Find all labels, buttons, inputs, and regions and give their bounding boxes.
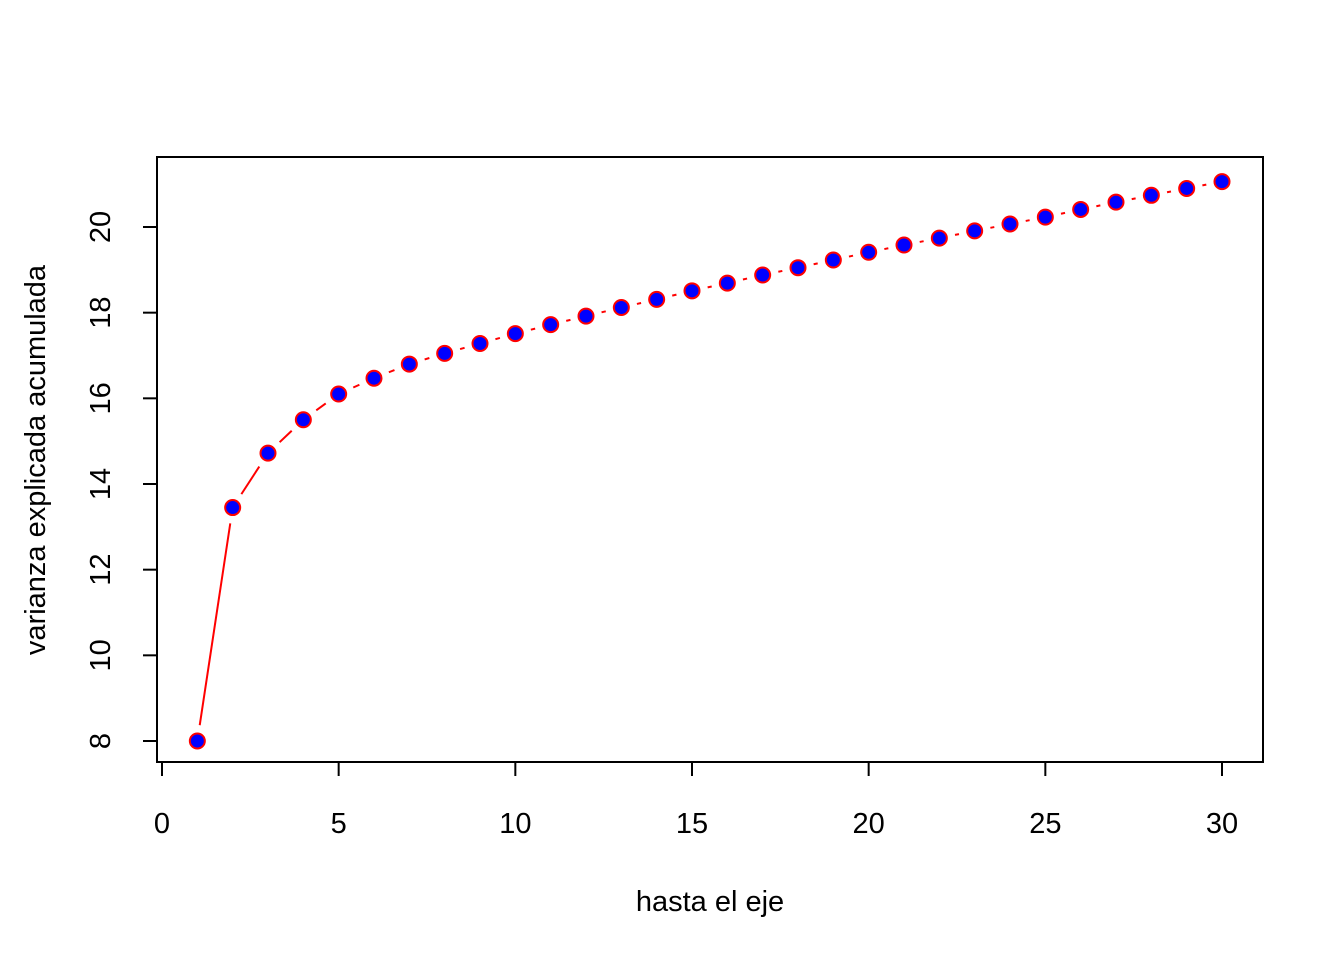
line-segment bbox=[315, 402, 327, 412]
data-point bbox=[330, 385, 348, 403]
data-point bbox=[400, 355, 418, 373]
data-point bbox=[860, 243, 878, 261]
data-point bbox=[188, 732, 206, 750]
data-point bbox=[718, 274, 736, 292]
y-axis: 8 10 12 14 16 18 20 bbox=[85, 211, 158, 749]
line-segment bbox=[990, 226, 995, 229]
line-segment bbox=[530, 327, 536, 331]
line-segment bbox=[495, 336, 501, 341]
data-point bbox=[895, 236, 913, 254]
data-point bbox=[224, 499, 242, 517]
data-point bbox=[789, 259, 807, 277]
line-segment bbox=[601, 310, 607, 314]
x-tick-label: 15 bbox=[676, 808, 708, 840]
series-line bbox=[198, 183, 1207, 726]
line-segment bbox=[707, 285, 712, 289]
data-point bbox=[1036, 208, 1054, 226]
line-segment bbox=[352, 383, 360, 389]
line-segment bbox=[459, 346, 465, 351]
data-point bbox=[1178, 179, 1196, 197]
data-point bbox=[1213, 173, 1231, 191]
data-point bbox=[1072, 200, 1090, 218]
line-segment bbox=[424, 357, 430, 361]
data-point bbox=[754, 266, 772, 284]
data-point bbox=[259, 444, 277, 462]
data-point bbox=[648, 290, 666, 308]
data-point bbox=[612, 299, 630, 317]
line-segment bbox=[1202, 183, 1207, 187]
line-segment bbox=[954, 233, 960, 236]
data-point bbox=[436, 344, 454, 362]
data-point bbox=[1142, 186, 1160, 204]
line-segment bbox=[1096, 204, 1101, 208]
y-tick-label: 16 bbox=[85, 382, 117, 414]
x-tick-label: 5 bbox=[331, 808, 347, 840]
plot-frame bbox=[156, 156, 1264, 763]
line-segment bbox=[565, 318, 571, 322]
line-segment bbox=[278, 430, 293, 443]
x-tick-label: 10 bbox=[499, 808, 531, 840]
line-segment bbox=[884, 247, 889, 251]
x-tick-label: 0 bbox=[154, 808, 170, 840]
y-tick-label: 8 bbox=[85, 733, 117, 749]
line-segment bbox=[1166, 190, 1172, 194]
data-point bbox=[1107, 193, 1125, 211]
data-point bbox=[577, 307, 595, 325]
data-point bbox=[683, 282, 701, 300]
x-tick-label: 25 bbox=[1029, 808, 1061, 840]
line-segment bbox=[813, 262, 818, 266]
data-point bbox=[542, 316, 560, 334]
data-point bbox=[824, 251, 842, 269]
line-segment bbox=[388, 369, 395, 374]
line-segment bbox=[848, 254, 854, 258]
y-tick-label: 18 bbox=[85, 297, 117, 329]
line-segment bbox=[742, 277, 748, 281]
data-point bbox=[294, 411, 312, 429]
data-point bbox=[966, 222, 984, 240]
series-points bbox=[188, 173, 1231, 750]
line-segment bbox=[919, 240, 924, 243]
y-tick-label: 20 bbox=[85, 211, 117, 243]
data-point bbox=[365, 369, 383, 387]
line-segment bbox=[778, 269, 783, 273]
x-axis-label: hasta el eje bbox=[636, 886, 784, 918]
line-segment bbox=[1131, 197, 1136, 201]
y-axis-label: varianza explicada acumulada bbox=[20, 264, 52, 655]
x-tick-label: 20 bbox=[853, 808, 885, 840]
data-point bbox=[471, 335, 489, 353]
line-segment bbox=[1025, 219, 1030, 222]
line-segment bbox=[636, 302, 642, 305]
line-segment bbox=[1060, 211, 1066, 215]
data-point bbox=[506, 325, 524, 343]
y-tick-label: 14 bbox=[85, 468, 117, 500]
line-segment bbox=[671, 293, 677, 297]
x-tick-label: 30 bbox=[1206, 808, 1238, 840]
data-point bbox=[1001, 215, 1019, 233]
y-tick-label: 10 bbox=[85, 639, 117, 671]
y-tick-label: 12 bbox=[85, 554, 117, 586]
line-segment bbox=[240, 466, 261, 495]
x-axis: 0 5 10 15 20 25 30 bbox=[154, 761, 1238, 840]
data-point bbox=[930, 229, 948, 247]
line-segment bbox=[198, 523, 232, 726]
